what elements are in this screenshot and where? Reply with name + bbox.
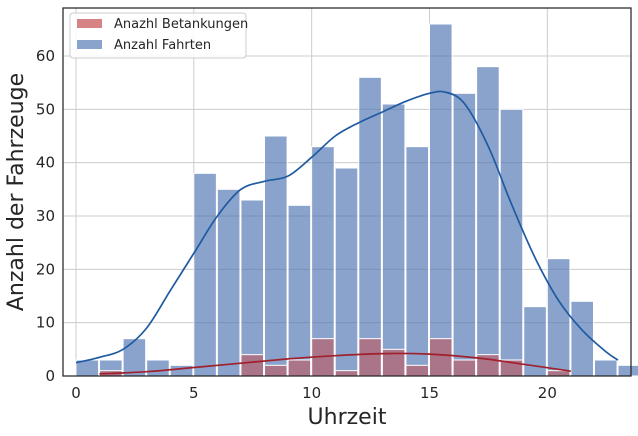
bar-anzahl-betankungen [546, 370, 571, 377]
bar-anzahl-betankungen [428, 338, 453, 377]
bar-anzahl-betankungen [264, 364, 288, 377]
kde-line-fahrten [75, 90, 619, 364]
bar-anzahl-fahrten [334, 167, 359, 377]
x-tick-label: 15 [420, 384, 439, 402]
legend-label-fahrten: Anzahl Fahrten [114, 38, 211, 53]
legend-box [69, 12, 247, 59]
bars [75, 23, 638, 377]
bar-anzahl-fahrten [617, 364, 638, 377]
x-tick-label: 20 [538, 384, 557, 402]
bar-anzahl-fahrten [593, 359, 618, 377]
x-axis-label: Uhrzeit [308, 405, 387, 430]
kde-line-betankungen [99, 352, 572, 375]
y-tick-label: 50 [36, 100, 55, 118]
bar-anzahl-fahrten [122, 338, 147, 377]
legend-swatch-betankungen [77, 19, 102, 28]
bar-anzahl-betankungen [287, 359, 312, 377]
bar-anzahl-fahrten [452, 92, 477, 377]
y-tick-label: 60 [36, 47, 55, 65]
ticks: 0 5 10 15 20 0 10 20 30 40 50 60 [36, 47, 557, 402]
x-tick-label: 10 [302, 384, 321, 402]
bar-anzahl-fahrten [428, 23, 453, 377]
bar-anzahl-betankungen [240, 354, 265, 377]
bar-anzahl-betankungen [334, 370, 359, 377]
legend-swatch-fahrten [77, 40, 102, 49]
bar-anzahl-fahrten [476, 66, 500, 377]
bar-anzahl-fahrten [169, 364, 194, 377]
plot-frame [62, 7, 632, 377]
y-axis-label: Anzahl der Fahrzeuge [4, 73, 29, 311]
bar-anzahl-fahrten [193, 172, 217, 377]
bar-anzahl-fahrten [146, 359, 170, 377]
y-tick-label: 20 [36, 260, 55, 278]
bar-anzahl-fahrten [264, 135, 288, 377]
bar-anzahl-fahrten [358, 76, 382, 377]
bar-anzahl-fahrten [546, 258, 571, 377]
bar-anzahl-fahrten [287, 204, 312, 377]
bar-anzahl-fahrten [240, 199, 265, 377]
y-tick-label: 0 [45, 367, 55, 385]
bar-anzahl-betankungen [358, 338, 382, 377]
bar-anzahl-betankungen [452, 359, 477, 377]
bar-anzahl-fahrten [499, 108, 524, 377]
bar-anzahl-fahrten [405, 146, 429, 377]
kde-lines [75, 90, 619, 375]
bar-anzahl-fahrten [381, 103, 406, 377]
y-tick-label: 30 [36, 207, 55, 225]
legend: Anazhl Betankungen Anzahl Fahrten [69, 12, 248, 59]
x-tick-label: 0 [71, 384, 81, 402]
bar-anzahl-betankungen [405, 364, 429, 377]
x-tick-label: 5 [189, 384, 199, 402]
bar-anzahl-fahrten [216, 188, 241, 377]
y-tick-label: 10 [36, 314, 55, 332]
legend-label-betankungen: Anazhl Betankungen [114, 17, 248, 32]
y-tick-label: 40 [36, 154, 55, 172]
